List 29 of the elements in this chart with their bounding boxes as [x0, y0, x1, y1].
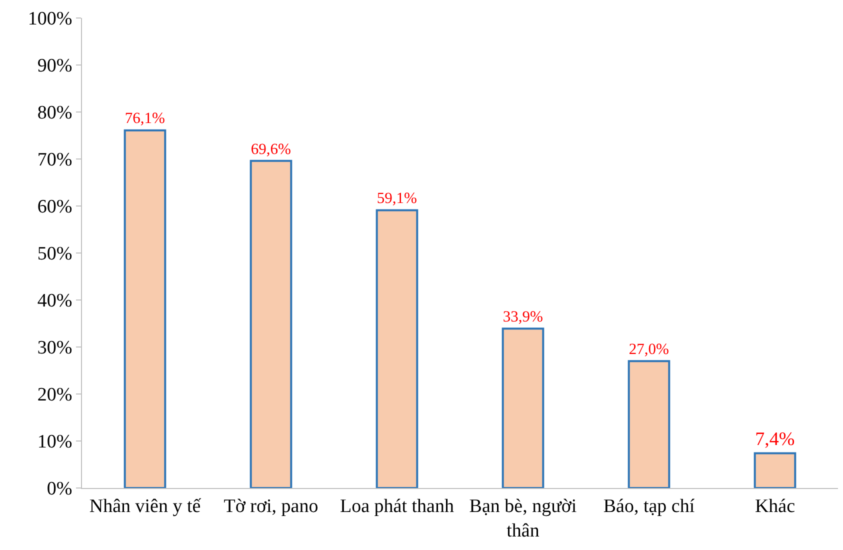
y-tick-label: 40%: [37, 290, 72, 312]
y-tick-label: 10%: [37, 432, 72, 453]
x-tick-label: Tờ rơi, pano: [224, 496, 318, 517]
bar: [754, 452, 796, 488]
bar: [250, 160, 292, 488]
y-tick-label: 30%: [37, 338, 72, 359]
bar: [502, 328, 544, 488]
y-tick-label: 100%: [28, 8, 72, 30]
x-tick-label: Bạn bè, người thân: [469, 496, 577, 542]
x-tick-label: Báo, tạp chí: [603, 496, 696, 517]
data-label: 69,6%: [250, 140, 292, 158]
y-tick-label: 60%: [37, 196, 72, 218]
data-label: 59,1%: [376, 190, 418, 208]
x-tick-label: Loa phát thanh: [340, 496, 454, 517]
x-tick-label: Nhân viên y tế: [89, 496, 202, 517]
bar: [628, 360, 670, 488]
y-tick-label: 20%: [37, 384, 72, 406]
y-tick-label: 70%: [37, 150, 72, 171]
y-tick-label: 50%: [37, 244, 72, 265]
data-label: 33,9%: [502, 308, 544, 326]
bar: [124, 129, 166, 488]
bar: [376, 209, 418, 488]
x-tick-label: Khác: [754, 496, 796, 517]
data-label: 76,1%: [124, 110, 166, 128]
y-tick-label: 90%: [37, 56, 72, 77]
y-tick-label: 80%: [37, 102, 72, 124]
data-label: 27,0%: [628, 341, 670, 358]
data-label: 7,4%: [755, 429, 795, 450]
y-tick-label: 0%: [46, 478, 72, 500]
